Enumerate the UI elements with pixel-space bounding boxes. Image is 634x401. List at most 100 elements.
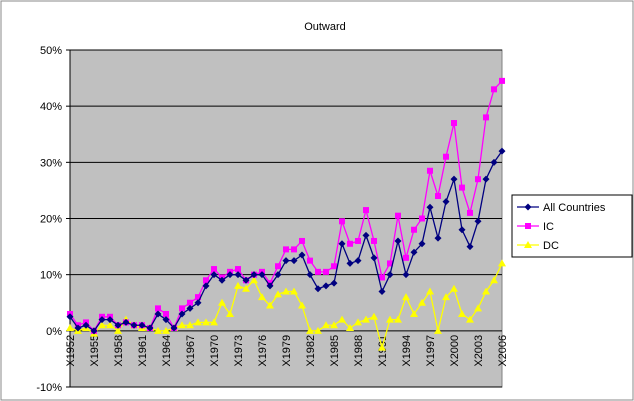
marker: [266, 301, 274, 309]
marker: [258, 271, 266, 279]
marker: [467, 209, 473, 216]
marker: [378, 288, 386, 296]
y-tick-label: 40%: [40, 101, 62, 113]
marker: [490, 158, 498, 166]
marker: [202, 282, 210, 290]
marker: [411, 226, 417, 233]
marker: [418, 298, 426, 306]
marker: [226, 309, 234, 317]
x-tick-label: X1994: [401, 335, 413, 367]
marker: [203, 277, 209, 284]
marker: [154, 326, 162, 334]
marker: [106, 316, 114, 324]
marker: [387, 260, 393, 267]
chart-title: Outward: [304, 21, 346, 33]
marker: [443, 153, 449, 160]
marker: [442, 198, 450, 206]
x-tick-label: X1982: [305, 335, 317, 367]
marker: [178, 310, 186, 318]
marker: [186, 321, 194, 329]
y-tick-label: 50%: [40, 45, 62, 57]
marker: [355, 237, 361, 244]
marker: [202, 318, 210, 326]
marker: [403, 254, 409, 261]
legend-label: DC: [543, 240, 559, 252]
x-tick-label: X1973: [233, 335, 245, 367]
marker: [226, 271, 234, 279]
marker: [442, 293, 450, 301]
marker: [330, 279, 338, 287]
marker: [386, 315, 394, 323]
marker: [146, 324, 154, 332]
marker: [291, 246, 297, 253]
marker: [491, 86, 497, 93]
x-tick-label: X1997: [425, 335, 437, 367]
marker: [435, 193, 441, 200]
marker: [163, 310, 169, 317]
x-tick-label: X1970: [209, 335, 221, 367]
marker: [155, 305, 161, 312]
marker: [194, 318, 202, 326]
marker: [275, 263, 281, 270]
marker: [458, 226, 466, 234]
marker: [162, 316, 170, 324]
marker: [194, 299, 202, 307]
marker: [450, 284, 458, 292]
marker: [282, 287, 290, 295]
marker: [114, 326, 122, 334]
marker: [234, 271, 242, 279]
marker: [346, 324, 354, 332]
marker: [242, 276, 250, 284]
marker: [346, 259, 354, 267]
marker: [314, 285, 322, 293]
marker: [258, 293, 266, 301]
marker: [187, 299, 193, 306]
marker: [307, 257, 313, 264]
marker: [525, 223, 531, 229]
marker: [234, 281, 242, 289]
x-tick-label: X2003: [473, 335, 485, 367]
marker: [218, 276, 226, 284]
x-tick-label: X2000: [449, 335, 461, 367]
marker: [322, 321, 330, 329]
marker: [379, 274, 385, 281]
marker: [130, 321, 138, 329]
marker: [483, 114, 489, 121]
y-tick-label: 30%: [40, 157, 62, 169]
y-tick-label: 20%: [40, 214, 62, 226]
marker: [178, 321, 186, 329]
marker: [458, 309, 466, 317]
marker: [290, 287, 298, 295]
marker: [98, 321, 106, 329]
marker: [274, 290, 282, 298]
marker: [426, 287, 434, 295]
marker: [410, 248, 418, 256]
marker: [394, 237, 402, 245]
marker: [459, 184, 465, 191]
marker: [490, 276, 498, 284]
marker: [498, 259, 506, 267]
marker: [482, 175, 490, 183]
marker: [370, 254, 378, 262]
x-tick-label: X1991: [377, 335, 389, 367]
marker: [306, 326, 314, 334]
x-tick-label: X1955: [89, 335, 101, 367]
marker: [426, 203, 434, 211]
marker: [106, 321, 114, 329]
marker: [427, 167, 433, 174]
marker: [338, 315, 346, 323]
x-tick-label: X1967: [185, 335, 197, 367]
marker: [138, 321, 146, 329]
marker: [524, 241, 532, 248]
marker: [323, 268, 329, 275]
marker: [402, 271, 410, 279]
marker: [419, 215, 425, 222]
x-tick-label: X1979: [281, 335, 293, 367]
marker: [122, 318, 130, 326]
marker: [154, 310, 162, 318]
marker: [451, 120, 457, 127]
marker: [354, 318, 362, 326]
marker: [298, 301, 306, 309]
marker: [378, 343, 386, 351]
marker: [331, 263, 337, 270]
